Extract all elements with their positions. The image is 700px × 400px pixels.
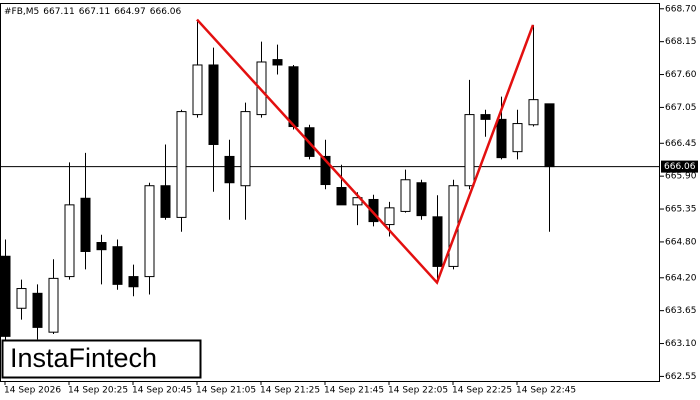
candle-body bbox=[512, 123, 523, 153]
pattern-line bbox=[196, 18, 535, 285]
candle-body bbox=[480, 114, 491, 120]
candle-body bbox=[384, 207, 395, 226]
x-tick-label: 14 Sep 21:25 bbox=[260, 386, 320, 396]
y-tick-label: 665.35 bbox=[665, 205, 697, 215]
candle-body bbox=[368, 198, 379, 223]
candle-body bbox=[464, 114, 475, 187]
candle-body bbox=[96, 242, 107, 251]
y-tick-label: 665.90 bbox=[665, 172, 697, 182]
candle-body bbox=[528, 99, 539, 126]
candle-body bbox=[192, 64, 203, 116]
candle-body bbox=[128, 276, 139, 288]
candle-body bbox=[48, 277, 59, 333]
y-tick-label: 662.55 bbox=[665, 372, 697, 382]
y-tick-label: 667.05 bbox=[665, 103, 697, 113]
candle-body bbox=[16, 288, 27, 309]
candle-body bbox=[448, 185, 459, 267]
candle-body bbox=[64, 204, 75, 278]
x-tick-label: 14 Sep 21:45 bbox=[324, 386, 384, 396]
logo: InstaFintech bbox=[10, 343, 157, 373]
candle-body bbox=[224, 155, 235, 184]
x-tick-label: 14 Sep 22:45 bbox=[516, 386, 576, 396]
candle-body bbox=[336, 187, 347, 206]
header-field: #FB,M5 bbox=[4, 7, 39, 17]
y-tick-label: 666.45 bbox=[665, 139, 697, 149]
candle-body bbox=[112, 246, 123, 285]
candle-body bbox=[144, 185, 155, 278]
candle-body bbox=[320, 155, 331, 186]
y-tick-label: 667.60 bbox=[665, 70, 697, 80]
x-tick-label: 14 Sep 22:25 bbox=[452, 386, 512, 396]
candle-body bbox=[400, 179, 411, 212]
x-tick-label: 14 Sep 2026 bbox=[4, 386, 61, 396]
candle-body bbox=[432, 216, 443, 267]
y-tick-label: 664.80 bbox=[665, 237, 697, 247]
candle-body bbox=[544, 103, 555, 168]
header-field: 667.11 bbox=[79, 7, 111, 17]
candle-body bbox=[256, 61, 267, 116]
y-tick-label: 664.20 bbox=[665, 273, 697, 283]
candle-body bbox=[32, 292, 43, 328]
logo-box bbox=[1, 339, 202, 379]
x-tick-label: 14 Sep 22:05 bbox=[388, 386, 448, 396]
candle-body bbox=[0, 255, 11, 337]
y-tick-label: 663.65 bbox=[665, 306, 697, 316]
candle-body bbox=[80, 197, 91, 252]
header-field: 667.11 bbox=[43, 7, 75, 17]
candle-body bbox=[160, 185, 171, 218]
price-label-box bbox=[661, 160, 698, 173]
x-tick-label: 14 Sep 20:45 bbox=[132, 386, 192, 396]
y-tick-label: 668.15 bbox=[665, 37, 697, 47]
y-tick-label: 663.10 bbox=[665, 339, 697, 349]
candle-body bbox=[288, 66, 299, 128]
candle-body bbox=[496, 118, 507, 159]
plot-frame bbox=[0, 3, 660, 382]
x-tick-label: 14 Sep 20:25 bbox=[68, 386, 128, 396]
y-tick-label: 668.70 bbox=[665, 4, 697, 14]
candle-body bbox=[240, 111, 251, 187]
candle-body bbox=[176, 111, 187, 218]
candle-body bbox=[416, 182, 427, 217]
price-label: 666.06 bbox=[664, 162, 696, 172]
x-tick-label: 14 Sep 21:05 bbox=[196, 386, 256, 396]
header-field: 664.97 bbox=[114, 7, 146, 17]
candle-body bbox=[208, 64, 219, 145]
header-field: 666.06 bbox=[150, 7, 182, 17]
candle-body bbox=[272, 59, 283, 66]
header: #FB,M5 667.11 667.11 664.97 666.06 bbox=[4, 7, 182, 17]
